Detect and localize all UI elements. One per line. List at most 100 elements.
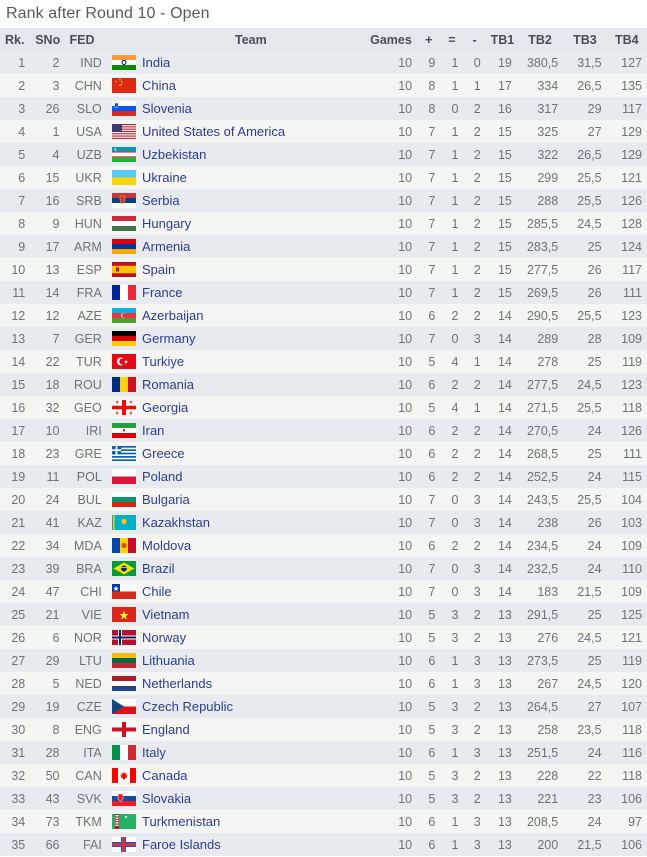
table-row[interactable]: 27 29 LTU Lithuania 10 6 1 3 13 273,5 25 119 (0, 649, 647, 672)
team-name-link[interactable]: Turkiye (142, 354, 185, 369)
column-header-tb1[interactable]: TB1 (485, 28, 517, 51)
team-name-link[interactable]: Uzbekistan (142, 147, 207, 162)
table-row[interactable]: 23 39 BRA Brazil 10 7 0 3 14 232,5 24 110 (0, 557, 647, 580)
team-name-link[interactable]: Chile (142, 584, 172, 599)
table-row[interactable]: 17 10 IRI Iran 10 6 2 2 14 270,5 24 126 (0, 419, 647, 442)
team-name-link[interactable]: Spain (142, 262, 176, 277)
team-name-link[interactable]: Italy (142, 745, 166, 760)
table-row[interactable]: 29 19 CZE Czech Republic 10 5 3 2 13 264,5 27 107 (0, 695, 647, 718)
table-row[interactable]: 9 17 ARM Armenia 10 7 1 2 15 283,5 25 124 (0, 235, 647, 258)
cell-team[interactable]: Moldova (137, 534, 365, 557)
table-row[interactable]: 12 12 AZE Azerbaijan 10 6 2 2 14 290,5 25,5 123 (0, 304, 647, 327)
cell-team[interactable]: Germany (137, 327, 365, 350)
team-name-link[interactable]: Moldova (142, 538, 192, 553)
team-name-link[interactable]: Romania (142, 377, 195, 392)
table-row[interactable]: 35 66 FAI Faroe Islands 10 6 1 3 13 200 21,5 106 (0, 833, 647, 856)
cell-team[interactable]: Uzbekistan (137, 143, 365, 166)
column-header-fed[interactable]: FED (64, 28, 107, 51)
cell-team[interactable]: Norway (137, 626, 365, 649)
team-name-link[interactable]: Greece (142, 446, 185, 461)
column-header-draws[interactable]: = (440, 28, 464, 51)
table-row[interactable]: 34 73 TKM Turkmenistan 10 6 1 3 13 208,5 24 97 (0, 810, 647, 833)
team-name-link[interactable]: India (142, 55, 171, 70)
team-name-link[interactable]: Faroe Islands (142, 837, 221, 852)
cell-team[interactable]: Slovenia (137, 97, 365, 120)
team-name-link[interactable]: Vietnam (142, 607, 190, 622)
team-name-link[interactable]: Poland (142, 469, 183, 484)
team-name-link[interactable]: Brazil (142, 561, 175, 576)
column-header-games[interactable]: Games (364, 28, 418, 51)
table-row[interactable]: 13 7 GER Germany 10 7 0 3 14 289 28 109 (0, 327, 647, 350)
table-row[interactable]: 16 32 GEO Georgia 10 5 4 1 14 271,5 25,5 118 (0, 396, 647, 419)
table-row[interactable]: 8 9 HUN Hungary 10 7 1 2 15 285,5 24,5 128 (0, 212, 647, 235)
cell-team[interactable]: Italy (137, 741, 365, 764)
team-name-link[interactable]: United States of America (142, 124, 286, 139)
cell-team[interactable]: India (137, 51, 365, 74)
team-name-link[interactable]: Slovakia (142, 791, 192, 806)
team-name-link[interactable]: Czech Republic (142, 699, 234, 714)
team-name-link[interactable]: Ukraine (142, 170, 187, 185)
cell-team[interactable]: Greece (137, 442, 365, 465)
table-row[interactable]: 10 13 ESP Spain 10 7 1 2 15 277,5 26 117 (0, 258, 647, 281)
table-row[interactable]: 3 26 SLO Slovenia 10 8 0 2 16 317 29 117 (0, 97, 647, 120)
cell-team[interactable]: Armenia (137, 235, 365, 258)
team-name-link[interactable]: Norway (142, 630, 187, 645)
table-row[interactable]: 24 47 CHI Chile 10 7 0 3 14 183 21,5 109 (0, 580, 647, 603)
cell-team[interactable]: Poland (137, 465, 365, 488)
team-name-link[interactable]: Bulgaria (142, 492, 190, 507)
cell-team[interactable]: Bulgaria (137, 488, 365, 511)
table-row[interactable]: 21 41 KAZ Kazakhstan 10 7 0 3 14 238 26 103 (0, 511, 647, 534)
cell-team[interactable]: Serbia (137, 189, 365, 212)
cell-team[interactable]: England (137, 718, 365, 741)
column-header-rank[interactable]: Rk. (0, 28, 31, 51)
team-name-link[interactable]: Georgia (142, 400, 189, 415)
table-row[interactable]: 11 14 FRA France 10 7 1 2 15 269,5 26 111 (0, 281, 647, 304)
cell-team[interactable]: United States of America (137, 120, 365, 143)
cell-team[interactable]: Canada (137, 764, 365, 787)
cell-team[interactable]: China (137, 74, 365, 97)
table-row[interactable]: 14 22 TUR Turkiye 10 5 4 1 14 278 25 119 (0, 350, 647, 373)
team-name-link[interactable]: Serbia (142, 193, 180, 208)
column-header-tb4[interactable]: TB4 (606, 28, 647, 51)
team-name-link[interactable]: Kazakhstan (142, 515, 210, 530)
table-row[interactable]: 18 23 GRE Greece 10 6 2 2 14 268,5 25 111 (0, 442, 647, 465)
cell-team[interactable]: Slovakia (137, 787, 365, 810)
table-row[interactable]: 4 1 USA United States of America 10 7 1 2 15 325 2… (0, 120, 647, 143)
cell-team[interactable]: Georgia (137, 396, 365, 419)
table-row[interactable]: 6 15 UKR Ukraine 10 7 1 2 15 299 25,5 121 (0, 166, 647, 189)
column-header-tb2[interactable]: TB2 (516, 28, 564, 51)
table-row[interactable]: 33 43 SVK Slovakia 10 5 3 2 13 221 23 106 (0, 787, 647, 810)
cell-team[interactable]: Brazil (137, 557, 365, 580)
cell-team[interactable]: Azerbaijan (137, 304, 365, 327)
team-name-link[interactable]: Azerbaijan (142, 308, 204, 323)
table-row[interactable]: 2 3 CHN China 10 8 1 1 17 334 26,5 135 (0, 74, 647, 97)
table-row[interactable]: 15 18 ROU Romania 10 6 2 2 14 277,5 24,5 123 (0, 373, 647, 396)
cell-team[interactable]: Spain (137, 258, 365, 281)
table-row[interactable]: 30 8 ENG England 10 5 3 2 13 258 23,5 118 (0, 718, 647, 741)
table-row[interactable]: 28 5 NED Netherlands 10 6 1 3 13 267 24,5 120 (0, 672, 647, 695)
cell-team[interactable]: Kazakhstan (137, 511, 365, 534)
table-row[interactable]: 22 34 MDA Moldova 10 6 2 2 14 234,5 24 109 (0, 534, 647, 557)
cell-team[interactable]: Chile (137, 580, 365, 603)
cell-team[interactable]: France (137, 281, 365, 304)
cell-team[interactable]: Faroe Islands (137, 833, 365, 856)
cell-team[interactable]: Turkiye (137, 350, 365, 373)
cell-team[interactable]: Hungary (137, 212, 365, 235)
column-header-team[interactable]: Team (137, 28, 365, 51)
team-name-link[interactable]: China (142, 78, 176, 93)
cell-team[interactable]: Ukraine (137, 166, 365, 189)
table-row[interactable]: 31 28 ITA Italy 10 6 1 3 13 251,5 24 116 (0, 741, 647, 764)
column-header-wins[interactable]: + (417, 28, 441, 51)
team-name-link[interactable]: Armenia (142, 239, 191, 254)
team-name-link[interactable]: Iran (142, 423, 165, 438)
table-row[interactable]: 26 6 NOR Norway 10 5 3 2 13 276 24,5 121 (0, 626, 647, 649)
team-name-link[interactable]: England (142, 722, 190, 737)
team-name-link[interactable]: Hungary (142, 216, 192, 231)
cell-team[interactable]: Lithuania (137, 649, 365, 672)
team-name-link[interactable]: Lithuania (142, 653, 195, 668)
table-row[interactable]: 5 4 UZB Uzbekistan 10 7 1 2 15 322 26,5 129 (0, 143, 647, 166)
team-name-link[interactable]: Netherlands (142, 676, 213, 691)
team-name-link[interactable]: Turkmenistan (142, 814, 221, 829)
table-row[interactable]: 20 24 BUL Bulgaria 10 7 0 3 14 243,5 25,5 104 (0, 488, 647, 511)
column-header-tb3[interactable]: TB3 (563, 28, 607, 51)
